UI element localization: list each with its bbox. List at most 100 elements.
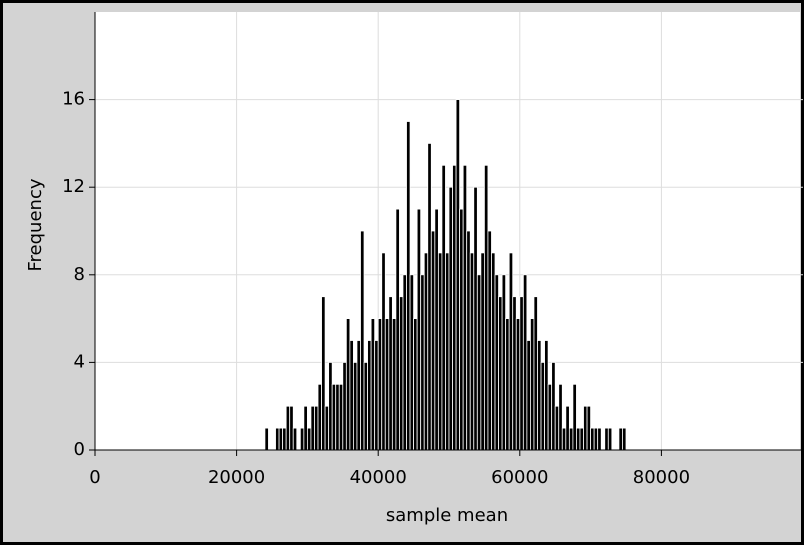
bar [544,340,549,451]
bar [324,405,330,451]
bar [289,405,294,451]
bar [328,361,333,451]
bar [399,296,404,451]
bar [335,383,340,451]
bar [618,427,623,451]
bar [554,405,560,451]
bar [445,252,450,451]
bar [522,274,528,451]
bar [413,318,418,451]
bar [360,230,365,451]
bar [607,427,613,451]
bar [540,361,545,451]
bar [331,383,337,451]
bar [487,230,492,451]
bar [395,208,400,451]
bar [469,252,475,451]
bar [384,318,390,451]
bar [441,164,446,451]
bar [306,427,312,451]
bar [452,164,457,451]
bar [264,427,269,451]
bar [374,340,379,451]
x-tick-label: 40000 [350,467,407,488]
bar [406,121,411,451]
bar [370,318,376,451]
bar [285,405,291,451]
bar [278,427,284,451]
bar [310,405,315,451]
bar [303,405,308,451]
bar [391,318,397,451]
bar [402,274,407,451]
bar [282,427,287,451]
bar [565,405,570,451]
x-tick-label: 0 [89,467,100,488]
bar [466,230,471,451]
bar [579,427,584,451]
bar [572,383,577,451]
bar [299,427,305,451]
bar [547,383,553,451]
bar [501,274,507,451]
bar [342,361,347,451]
bar [568,427,574,451]
bar [533,296,538,451]
bar [349,340,354,451]
bar [430,230,436,451]
bar [494,274,499,451]
bar [483,164,489,451]
bar [353,361,358,451]
bar [363,361,368,451]
bar [292,427,298,451]
x-tick-label: 60000 [491,467,548,488]
bar [515,318,521,451]
bar [338,383,344,451]
bar [537,340,542,451]
x-axis-label: sample mean [386,505,508,526]
bar [423,252,429,451]
bar [597,427,602,451]
bar [583,405,588,451]
bar [551,361,556,451]
bar [491,252,496,451]
bar [356,340,361,451]
bar [576,427,581,451]
bar [526,340,531,451]
bar [409,274,414,451]
bar [388,296,393,451]
y-tick-label: 8 [74,264,85,285]
bar [561,427,567,451]
bar [317,383,322,451]
bar [498,296,503,451]
bar [434,208,439,451]
bar [530,318,535,451]
bar [377,318,383,451]
bar [519,296,524,451]
y-tick-label: 12 [62,176,85,197]
y-tick-label: 0 [74,439,85,460]
bar [462,164,468,451]
bar [437,252,443,451]
bar [505,318,510,451]
bar [448,186,453,451]
y-axis-label: Frequency [25,178,46,271]
bar [345,318,351,451]
bar [416,208,422,451]
bar [558,383,563,451]
y-tick-label: 4 [74,351,85,372]
bar [508,252,514,451]
bar [314,405,319,451]
bar [604,427,609,451]
x-tick-label: 80000 [633,467,690,488]
bar [459,208,464,451]
bar [275,427,280,451]
bar [622,427,627,451]
bar [455,99,461,451]
bar [381,252,386,451]
x-tick-label: 20000 [208,467,265,488]
bar [473,186,478,451]
bar [321,296,326,451]
